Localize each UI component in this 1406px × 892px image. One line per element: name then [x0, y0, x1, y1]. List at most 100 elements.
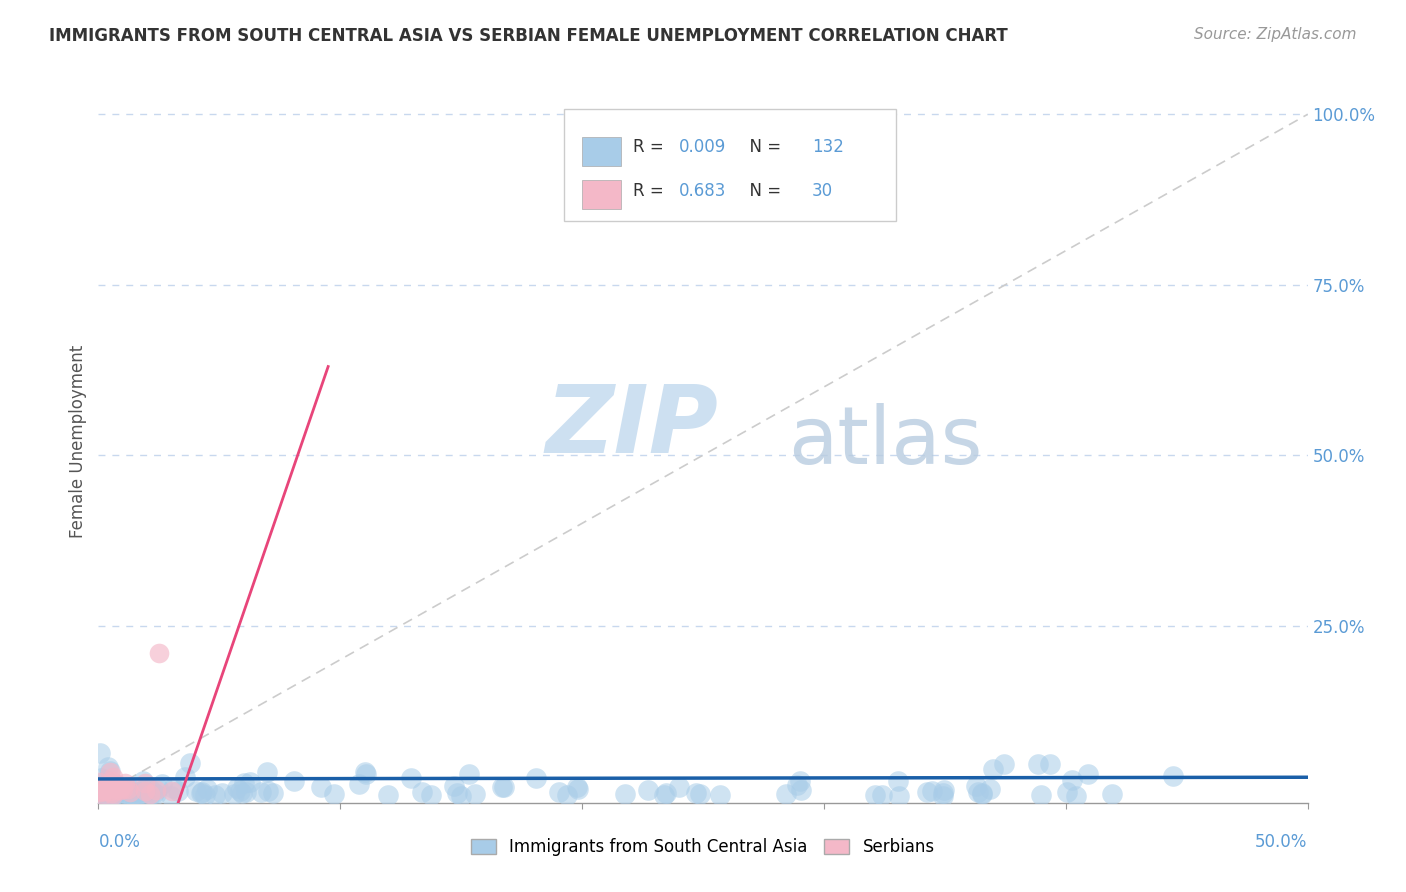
Point	[134, 782, 156, 797]
Point	[103, 781, 125, 796]
Text: atlas: atlas	[787, 402, 981, 481]
Point	[1056, 785, 1078, 799]
Point	[162, 784, 184, 798]
Point	[932, 786, 955, 800]
Point	[228, 784, 250, 798]
Point	[457, 767, 479, 781]
Point	[108, 781, 131, 796]
Point	[146, 780, 169, 795]
Point	[786, 778, 808, 792]
Text: 132: 132	[811, 138, 844, 156]
Point	[94, 782, 117, 797]
Point	[110, 783, 132, 797]
Point	[323, 787, 346, 801]
Point	[1064, 789, 1087, 803]
Point	[970, 786, 993, 800]
Point	[548, 785, 571, 799]
Point	[90, 789, 112, 803]
Point	[101, 788, 124, 802]
Point	[104, 781, 127, 796]
Point	[934, 782, 956, 797]
Point	[965, 780, 987, 794]
FancyBboxPatch shape	[582, 180, 621, 209]
Point	[132, 789, 155, 803]
Point	[139, 787, 162, 801]
Point	[239, 774, 262, 789]
Point	[110, 782, 132, 797]
Point	[668, 780, 690, 795]
Point	[966, 784, 988, 798]
Point	[150, 777, 173, 791]
Point	[139, 787, 162, 801]
FancyBboxPatch shape	[564, 109, 897, 221]
Point	[93, 779, 115, 793]
Point	[105, 783, 128, 797]
Point	[235, 784, 257, 798]
Point	[93, 786, 115, 800]
Point	[148, 646, 170, 660]
Point	[1101, 787, 1123, 801]
Text: R =: R =	[633, 182, 669, 200]
Point	[347, 777, 370, 791]
Point	[118, 784, 141, 798]
Point	[195, 782, 218, 797]
Legend: Immigrants from South Central Asia, Serbians: Immigrants from South Central Asia, Serb…	[464, 831, 942, 863]
Point	[131, 784, 153, 798]
Point	[162, 780, 184, 795]
Point	[972, 787, 994, 801]
Point	[90, 789, 112, 803]
Text: N =: N =	[740, 182, 786, 200]
Point	[256, 765, 278, 780]
Point	[689, 787, 711, 801]
Point	[555, 788, 578, 802]
Point	[125, 789, 148, 803]
Point	[709, 788, 731, 802]
Point	[443, 779, 465, 793]
Point	[104, 787, 127, 801]
Point	[143, 785, 166, 799]
Point	[492, 780, 515, 794]
Point	[98, 764, 121, 778]
Point	[122, 788, 145, 802]
Point	[131, 786, 153, 800]
Point	[118, 784, 141, 798]
Point	[233, 775, 256, 789]
Point	[110, 784, 132, 798]
Point	[226, 781, 249, 796]
Point	[870, 788, 893, 802]
Point	[96, 787, 118, 801]
Point	[97, 778, 120, 792]
Point	[122, 789, 145, 803]
Point	[107, 778, 129, 792]
Text: R =: R =	[633, 138, 669, 156]
Point	[101, 789, 124, 803]
Y-axis label: Female Unemployment: Female Unemployment	[69, 345, 87, 538]
Point	[93, 780, 115, 795]
Point	[90, 771, 112, 785]
Text: 0.683: 0.683	[679, 182, 725, 200]
Point	[309, 780, 332, 794]
Point	[222, 788, 245, 802]
Point	[90, 781, 112, 796]
Point	[863, 789, 886, 803]
Point	[134, 783, 156, 797]
Point	[637, 782, 659, 797]
Point	[193, 788, 215, 802]
Point	[614, 787, 637, 801]
Point	[96, 782, 118, 797]
Point	[89, 785, 111, 799]
Point	[887, 789, 910, 803]
Point	[1029, 788, 1052, 802]
Point	[921, 784, 943, 798]
Point	[134, 776, 156, 790]
Text: 30: 30	[811, 182, 832, 200]
Point	[114, 780, 136, 795]
FancyBboxPatch shape	[582, 136, 621, 166]
Point	[112, 782, 135, 797]
Point	[887, 773, 910, 788]
Point	[117, 782, 139, 797]
Point	[685, 786, 707, 800]
Point	[98, 789, 121, 803]
Point	[184, 783, 207, 797]
Point	[117, 780, 139, 794]
